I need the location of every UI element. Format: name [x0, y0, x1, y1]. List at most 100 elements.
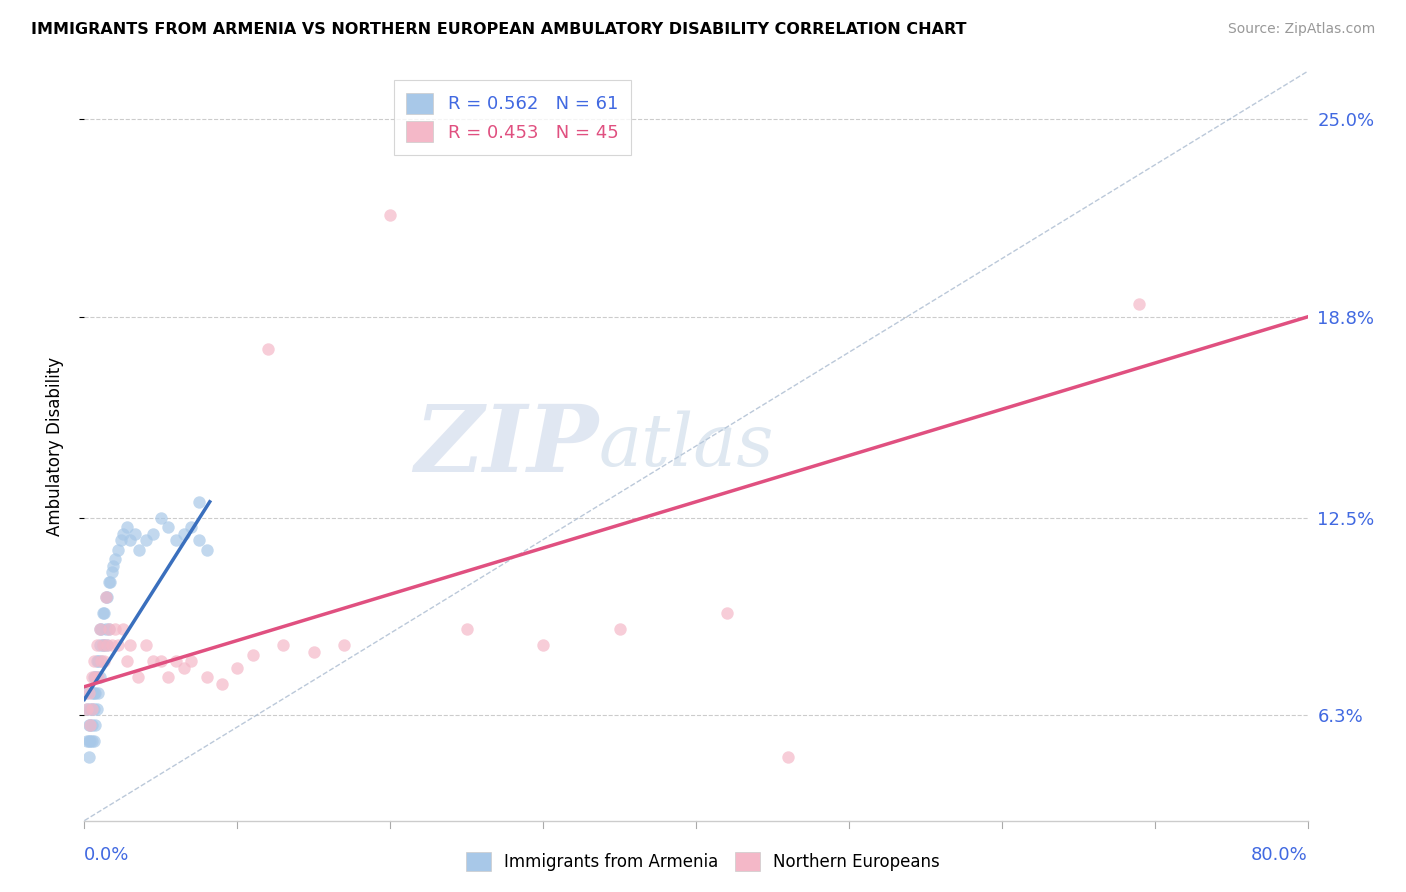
Point [120, 533, 142, 547]
Point [79, 702, 101, 716]
Point [76, 702, 98, 716]
Point [211, 676, 233, 690]
Point [87, 670, 110, 684]
Point [180, 654, 202, 668]
Point [93, 607, 115, 621]
Legend: Immigrants from Armenia, Northern Europeans: Immigrants from Armenia, Northern Europe… [457, 843, 949, 880]
Point [91, 638, 114, 652]
Point [128, 542, 150, 557]
Point [110, 533, 132, 547]
Point [101, 565, 124, 579]
Point [380, 208, 402, 222]
Point [531, 638, 554, 652]
Point [716, 607, 738, 621]
Point [97, 574, 120, 589]
Point [80, 670, 103, 684]
Point [333, 638, 356, 652]
Point [91, 638, 114, 652]
Point [456, 623, 478, 637]
Point [90, 654, 112, 668]
Point [115, 520, 138, 534]
Point [89, 670, 111, 684]
Point [80, 734, 103, 748]
Point [157, 520, 180, 534]
Point [83, 734, 105, 748]
Point [89, 623, 111, 637]
Text: IMMIGRANTS FROM ARMENIA VS NORTHERN EUROPEAN AMBULATORY DISABILITY CORRELATION C: IMMIGRANTS FROM ARMENIA VS NORTHERN EURO… [31, 22, 966, 37]
Point [135, 533, 157, 547]
Point [94, 623, 117, 637]
Point [83, 686, 105, 700]
Point [180, 520, 202, 534]
Point [271, 638, 294, 652]
Point [104, 552, 127, 566]
Point [1128, 297, 1150, 311]
Point [111, 623, 134, 637]
Point [195, 670, 218, 684]
Point [149, 510, 172, 524]
Point [86, 638, 108, 652]
Point [96, 591, 118, 605]
Text: ZIP: ZIP [413, 401, 598, 491]
Point [96, 638, 118, 652]
Point [79, 718, 101, 732]
Point [135, 638, 157, 652]
Point [107, 542, 129, 557]
Point [77, 686, 100, 700]
Point [89, 623, 111, 637]
Point [242, 648, 264, 662]
Point [107, 638, 129, 652]
Point [104, 623, 127, 637]
Point [80, 702, 103, 716]
Point [93, 654, 115, 668]
Point [127, 670, 149, 684]
Point [173, 526, 195, 541]
Point [76, 702, 98, 716]
Point [96, 638, 118, 652]
Point [111, 526, 134, 541]
Point [84, 670, 107, 684]
Point [101, 638, 124, 652]
Point [80, 686, 103, 700]
Text: Source: ZipAtlas.com: Source: ZipAtlas.com [1227, 22, 1375, 37]
Text: 0.0%: 0.0% [84, 847, 129, 864]
Text: 80.0%: 80.0% [1251, 847, 1308, 864]
Point [609, 623, 631, 637]
Point [76, 734, 98, 748]
Point [302, 645, 325, 659]
Point [142, 526, 165, 541]
Point [94, 591, 117, 605]
Point [94, 591, 117, 605]
Point [86, 654, 108, 668]
Point [87, 654, 110, 668]
Point [86, 670, 108, 684]
Point [93, 638, 115, 652]
Point [87, 686, 110, 700]
Point [83, 670, 105, 684]
Point [79, 734, 101, 748]
Point [173, 660, 195, 674]
Point [165, 654, 187, 668]
Point [257, 342, 280, 356]
Point [77, 750, 100, 764]
Point [80, 702, 103, 716]
Point [120, 638, 142, 652]
Point [165, 533, 187, 547]
Point [84, 670, 107, 684]
Point [79, 718, 101, 732]
Point [115, 654, 138, 668]
Point [776, 750, 799, 764]
Point [226, 660, 249, 674]
Point [83, 654, 105, 668]
Y-axis label: Ambulatory Disability: Ambulatory Disability [45, 357, 63, 535]
Point [75, 686, 97, 700]
Point [157, 670, 180, 684]
Point [89, 638, 111, 652]
Point [97, 623, 120, 637]
Point [124, 526, 146, 541]
Point [91, 607, 114, 621]
Point [84, 686, 107, 700]
Point [83, 702, 105, 716]
Point [149, 654, 172, 668]
Point [98, 574, 121, 589]
